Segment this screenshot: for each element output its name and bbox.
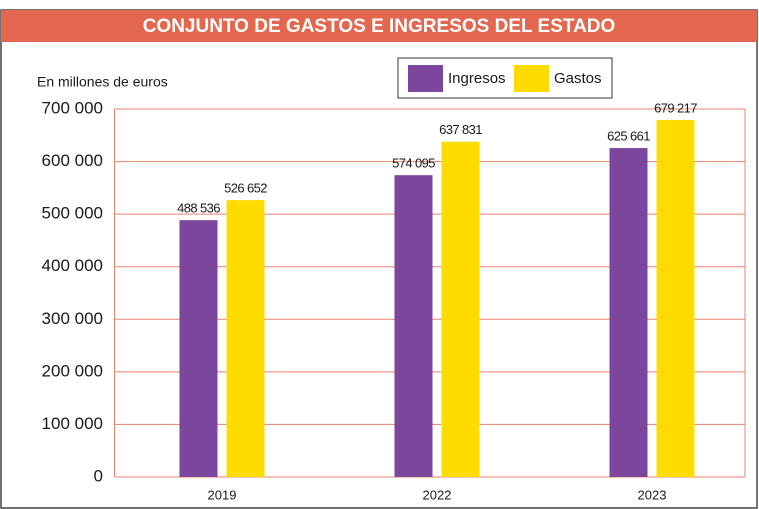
data-label: 526 652	[224, 181, 267, 196]
y-tick-label: 300 000	[42, 309, 103, 328]
y-tick-label: 600 000	[42, 151, 103, 170]
data-label: 488 536	[177, 201, 220, 216]
y-tick-label: 0	[94, 466, 103, 485]
bar	[441, 141, 480, 477]
chart-title: CONJUNTO DE GASTOS E INGRESOS DEL ESTADO	[143, 16, 616, 37]
y-tick-label: 200 000	[42, 361, 103, 380]
data-label: 637 831	[439, 122, 482, 137]
data-label: 679 217	[654, 100, 697, 115]
legend-label: Gastos	[554, 70, 602, 87]
y-tick-label: 400 000	[42, 256, 103, 275]
y-axis-label: En millones de euros	[37, 74, 168, 90]
y-tick-label: 700 000	[42, 98, 103, 117]
x-tick-label: 2019	[208, 487, 237, 502]
x-tick-label: 2023	[638, 487, 667, 502]
x-tick-label: 2022	[423, 487, 452, 502]
legend-swatch	[514, 65, 549, 92]
bar	[179, 220, 218, 477]
title-banner	[1, 10, 757, 42]
legend-label: Ingresos	[448, 70, 506, 87]
y-tick-label: 100 000	[42, 414, 103, 433]
legend-swatch	[408, 65, 443, 92]
bar	[394, 175, 433, 477]
bar	[226, 200, 265, 477]
data-label: 574 095	[392, 156, 435, 171]
bar	[609, 148, 648, 478]
data-label: 625 661	[607, 129, 650, 144]
y-tick-label: 500 000	[42, 204, 103, 223]
bar	[656, 119, 695, 478]
